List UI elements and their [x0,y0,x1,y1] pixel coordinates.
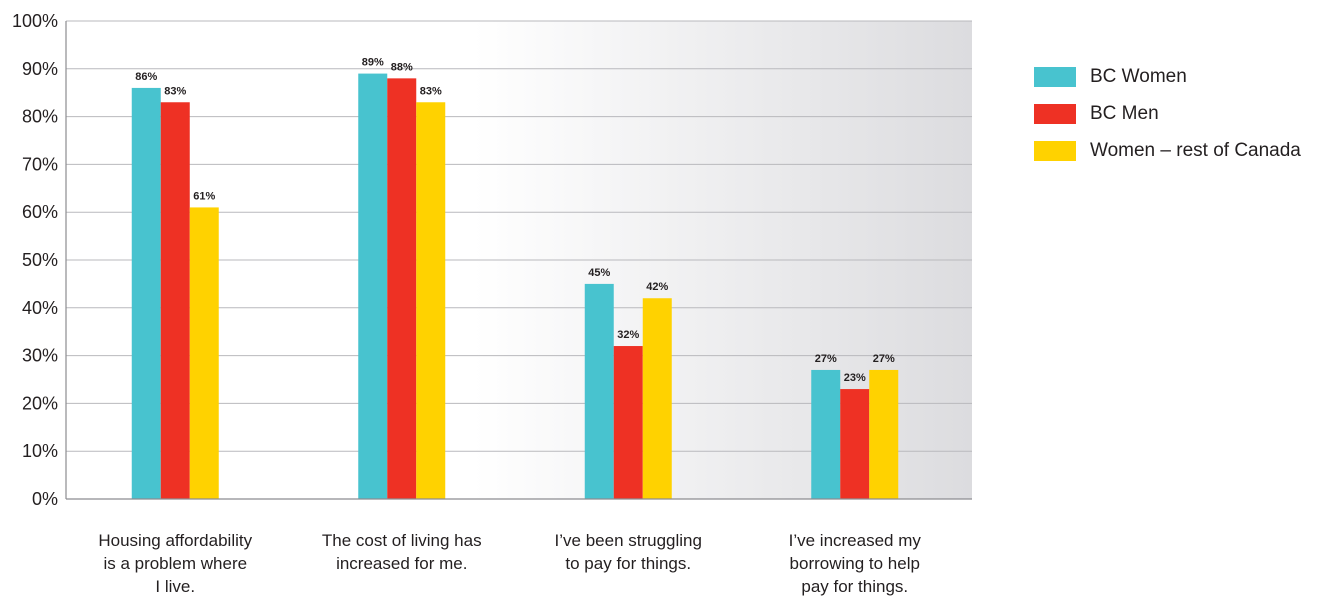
x-category-label: I’ve increased my borrowing to help pay fo… [789,531,922,596]
data-label: 61% [193,190,215,202]
bar [387,78,417,500]
bar [189,207,219,500]
legend-label: BC Women [1090,65,1187,87]
x-category-label: The cost of living has increased for me. [322,531,482,573]
y-tick-label: 20% [22,393,58,413]
legend-item: Women – rest of Canada [1034,132,1301,169]
legend-label: Women – rest of Canada [1090,139,1301,161]
y-tick-label: 80% [22,107,58,127]
data-label: 83% [164,85,186,97]
x-category-label: I’ve been struggling to pay for things. [555,531,702,573]
data-label: 32% [617,329,639,341]
data-label: 27% [873,353,895,365]
legend-swatch [1034,103,1076,124]
y-tick-label: 50% [22,250,58,270]
data-label: 89% [362,57,384,69]
y-tick-label: 0% [32,489,58,509]
y-tick-label: 100% [12,11,58,31]
data-label: 42% [646,281,668,293]
legend-label: BC Men [1090,102,1159,124]
y-tick-label: 10% [22,441,58,461]
y-tick-label: 90% [22,59,58,79]
legend-item: BC Women [1034,58,1301,95]
bar [160,102,190,499]
bar [613,346,643,499]
data-label: 83% [420,85,442,97]
bar [584,283,614,499]
y-tick-label: 30% [22,346,58,366]
bar [358,73,388,499]
y-tick-label: 70% [22,154,58,174]
bar [131,87,161,500]
y-tick-label: 60% [22,202,58,222]
bar [869,369,899,499]
data-label: 23% [844,372,866,384]
legend: BC Women BC Men Women – rest of Canada [1034,58,1301,169]
data-label: 27% [815,353,837,365]
legend-swatch [1034,66,1076,87]
y-tick-label: 40% [22,298,58,318]
data-label: 86% [135,71,157,83]
bar [416,102,446,499]
bar [840,389,870,499]
x-category-label: Housing affordability is a problem where I… [98,531,252,596]
bar [642,298,672,499]
legend-item: BC Men [1034,95,1301,132]
legend-swatch [1034,140,1076,161]
data-label: 88% [391,61,413,73]
bar [811,369,841,499]
data-label: 45% [588,267,610,279]
